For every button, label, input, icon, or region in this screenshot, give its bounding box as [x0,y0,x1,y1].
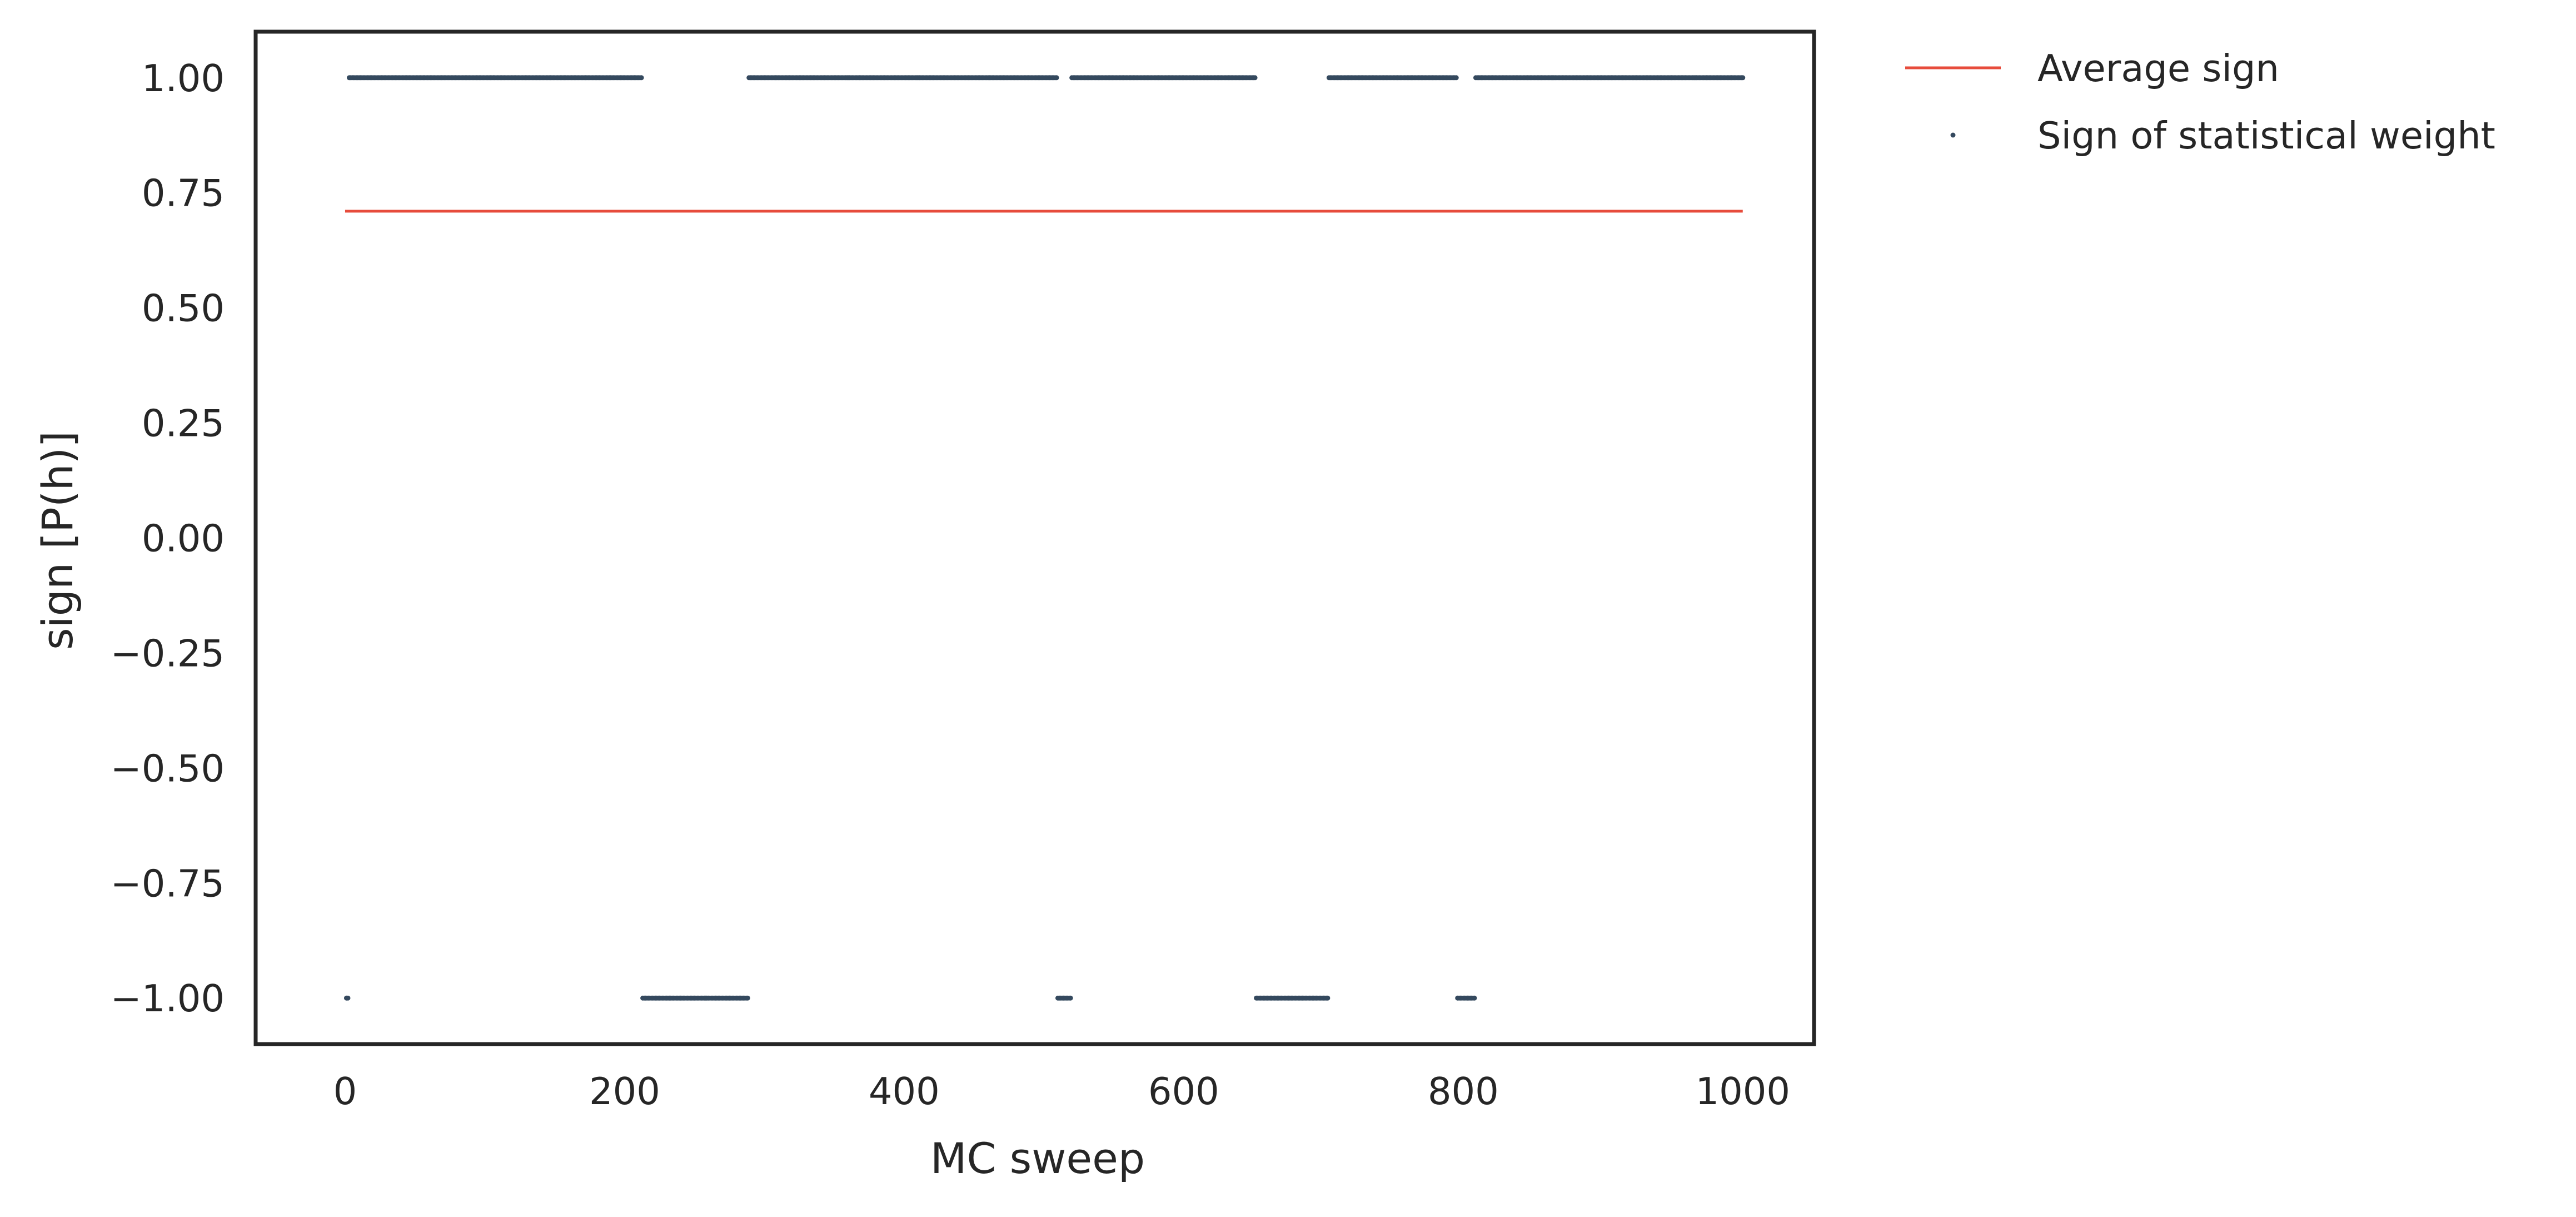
y-tick-label: −0.50 [111,747,225,790]
x-tick-label: 200 [589,1070,660,1113]
x-axis-label: MC sweep [930,1134,1145,1183]
sign-point [1740,75,1746,81]
sign-point [1472,995,1477,1001]
sign-point [639,75,644,81]
sign-point [1054,75,1059,81]
x-tick-label: 600 [1148,1070,1219,1113]
y-tick-label: 0.50 [142,287,225,330]
y-axis-label: sign [P(h)] [33,431,82,650]
x-tick-label: 0 [333,1070,357,1113]
y-tick-label: 1.00 [142,57,225,100]
sign-point [345,995,351,1001]
series-sign-points [343,75,1746,1001]
y-tick-label: −0.25 [111,632,225,675]
sign-point [1068,995,1073,1001]
legend-point-swatch [1950,132,1956,138]
y-tick-label: 0.75 [142,172,225,215]
y-tick-label: −1.00 [111,977,225,1020]
legend-label: Sign of statistical weight [2037,114,2495,157]
sign-point [1252,75,1258,81]
y-tick-label: 0.25 [142,402,225,445]
y-tick-label: −0.75 [111,862,225,905]
x-tick-label: 400 [869,1070,940,1113]
sign-point [1325,995,1331,1001]
plot-frame [253,29,1816,1046]
sign-point [745,995,750,1001]
legend-label: Average sign [2037,47,2279,90]
y-tick-label: 0.00 [142,517,225,560]
x-tick-label: 800 [1428,1070,1499,1113]
x-tick-label: 1000 [1695,1070,1790,1113]
sign-point [1453,75,1459,81]
